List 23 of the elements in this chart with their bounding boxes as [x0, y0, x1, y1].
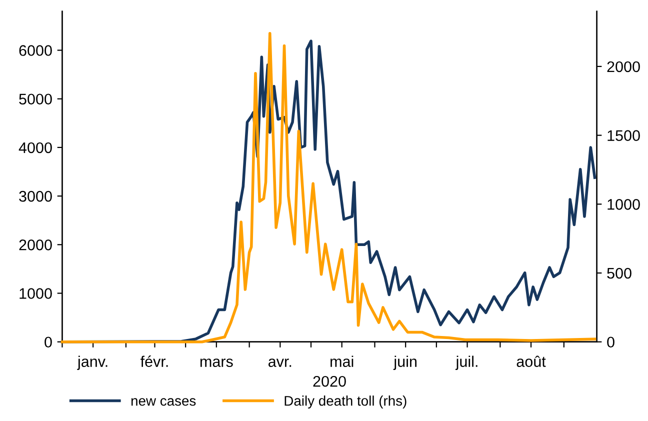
- x-tick-label: janv.: [77, 356, 108, 370]
- x-tick-label: févr.: [140, 356, 168, 367]
- y-tick-label: 4000: [18, 142, 52, 154]
- y-tick-label: 6000: [19, 45, 52, 56]
- legend-label: Daily death toll (rhs): [284, 396, 406, 408]
- y2-tick-label: 0: [607, 336, 614, 348]
- x-tick-label: août: [516, 356, 546, 367]
- y-tick-label: 5000: [19, 94, 52, 105]
- y2-tick-label: 1500: [608, 130, 640, 141]
- x-tick-label: avr.: [268, 358, 292, 367]
- x-tick-label: mars: [200, 358, 233, 367]
- y-tick-label: 3000: [19, 190, 52, 202]
- x-tick-label: juin: [393, 356, 416, 370]
- x-tick-label: mai: [330, 356, 354, 367]
- y-tick-label: 1000: [20, 288, 52, 299]
- y-tick-label: 0: [44, 336, 52, 348]
- y-tick-label: 2000: [19, 240, 52, 250]
- y2-tick-label: 1000: [608, 199, 640, 210]
- x-tick-label: juil.: [455, 356, 478, 370]
- legend-label: new cases: [131, 398, 196, 406]
- y2-tick-label: 2000: [607, 61, 640, 72]
- y2-tick-label: 500: [607, 268, 632, 279]
- x-axis-title: 2020: [313, 376, 346, 387]
